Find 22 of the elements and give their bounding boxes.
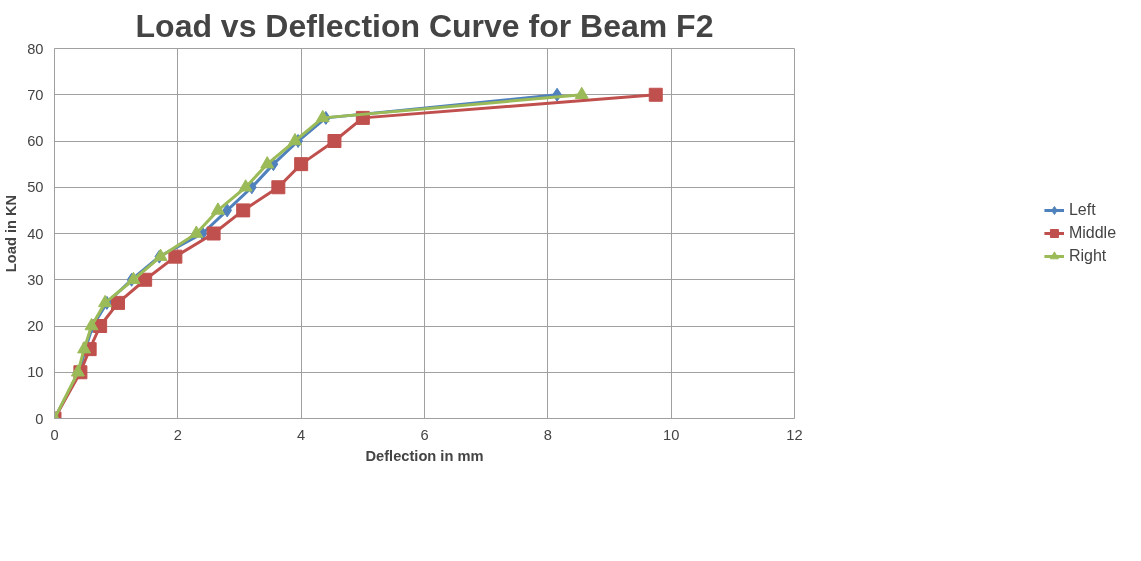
x-tick-label: 2 [173,426,182,443]
y-tick-label: 20 [27,318,44,334]
x-axis-title: Deflection in mm [365,447,484,464]
x-tick-label: 8 [543,426,552,443]
legend-label: Middle [1068,224,1117,242]
x-tick-label: 10 [663,426,680,443]
x-tick-label: 6 [420,426,429,443]
y-tick-label: 80 [27,40,44,57]
x-tick-label: 0 [50,426,59,443]
x-tick-label: 12 [786,426,803,443]
y-tick-label: 0 [35,410,44,427]
chart-title: Load vs Deflection Curve for Beam F2 [135,7,714,44]
y-tick-label: 10 [27,364,44,381]
y-axis-title: Load in KN [3,194,20,273]
y-tick-label: 70 [27,86,44,103]
x-tick-label: 4 [297,426,306,443]
legend-label: Left [1068,201,1096,219]
y-tick-label: 40 [27,225,44,242]
y-tick-label: 50 [27,179,44,196]
legend-label: Right [1068,247,1107,265]
y-tick-label: 60 [27,133,44,149]
y-tick-label: 30 [27,271,44,288]
